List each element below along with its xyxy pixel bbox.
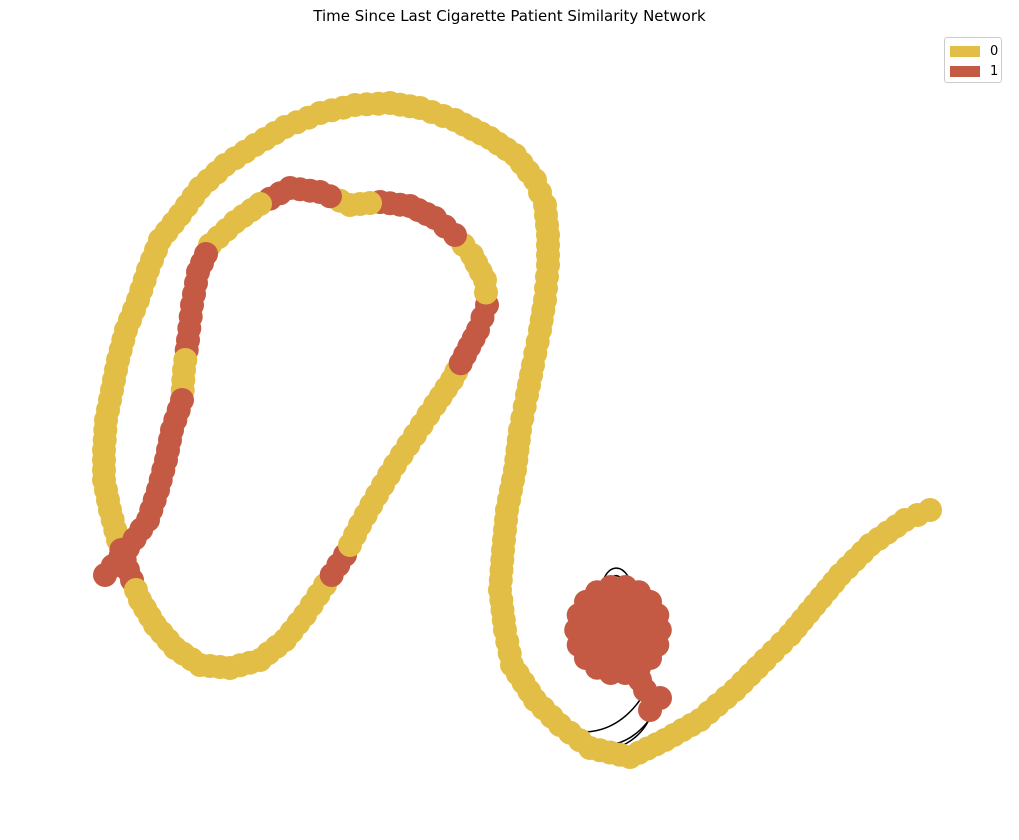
node-class-1 [638,698,662,722]
node-class-1 [645,603,670,628]
legend-entry-1: 1 [950,63,998,79]
network-nodes [92,91,942,769]
legend-entry-0: 0 [950,43,998,59]
node-class-1 [628,668,652,692]
legend-label-0: 0 [990,43,999,59]
chart-title: Time Since Last Cigarette Patient Simila… [313,7,706,25]
legend-swatch-0 [950,45,980,57]
legend-swatch-1 [950,65,980,77]
legend-label-1: 1 [990,63,999,79]
node-class-1 [93,563,117,587]
legend: 0 1 [944,37,1002,83]
